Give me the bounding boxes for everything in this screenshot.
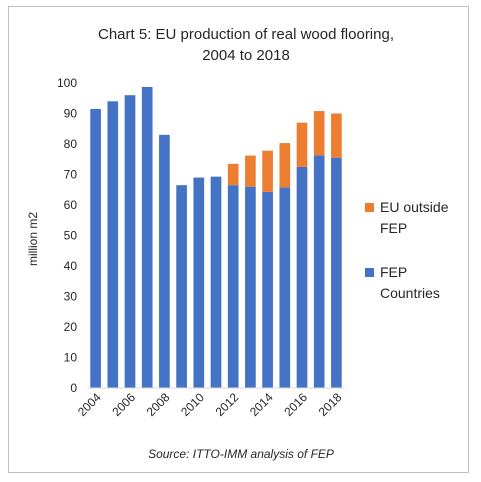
bar-fep-2009 <box>176 185 187 388</box>
y-tick-label: 60 <box>64 198 78 212</box>
x-tick-label: 2016 <box>281 390 310 419</box>
y-tick-label: 50 <box>64 229 78 243</box>
x-tick-label: 2012 <box>213 390 242 419</box>
source-note: Source: ITTO-IMM analysis of FEP <box>148 447 334 461</box>
chart-title-line-1: Chart 5: EU production of real wood floo… <box>98 26 394 43</box>
bar-fep-2018 <box>331 157 342 388</box>
bar-fep-2012 <box>227 185 239 388</box>
y-axis-label: million m2 <box>26 212 40 266</box>
bars <box>90 86 342 389</box>
x-tick-label: 2014 <box>247 390 276 419</box>
bar-fep-2006 <box>124 95 136 388</box>
bar-eu-outside-2017 <box>313 111 325 156</box>
y-tick-label: 80 <box>64 137 78 151</box>
bar-fep-2016 <box>296 166 308 388</box>
bar-fep-2007 <box>141 86 153 388</box>
bar-fep-2010 <box>193 177 205 388</box>
y-tick-label: 30 <box>64 290 78 304</box>
bar-fep-2011 <box>210 176 222 388</box>
legend-label: FEP <box>380 264 407 280</box>
y-tick-label: 0 <box>70 381 77 395</box>
bar-fep-2015 <box>279 187 291 388</box>
y-tick-label: 70 <box>64 168 78 182</box>
bar-eu-outside-2015 <box>279 143 291 188</box>
x-axis-ticks: 2004 2006 2008 2010 2012 2014 2016 2018 <box>75 390 345 419</box>
bar-fep-2017 <box>313 155 325 388</box>
bar-eu-outside-2018 <box>331 113 342 158</box>
legend-swatch <box>365 203 374 212</box>
x-tick-label: 2004 <box>75 390 104 419</box>
legend: EU outside FEP FEP Countries <box>365 199 449 301</box>
bar-fep-2008 <box>159 134 170 388</box>
bar-eu-outside-2013 <box>245 155 256 187</box>
chart-frame: Chart 5: EU production of real wood floo… <box>8 6 469 473</box>
bar-eu-outside-2014 <box>262 150 273 192</box>
x-tick-label: 2006 <box>109 390 138 419</box>
bar-eu-outside-2012 <box>227 163 239 186</box>
legend-label: Countries <box>380 285 440 301</box>
legend-label: FEP <box>380 220 407 236</box>
bar-fep-2005 <box>107 101 119 389</box>
bar-fep-2004 <box>90 108 101 389</box>
y-axis-ticks: 0 10 20 30 40 50 60 70 80 90 100 <box>57 76 77 395</box>
x-tick-label: 2018 <box>316 390 345 419</box>
y-tick-label: 20 <box>64 320 78 334</box>
y-tick-label: 10 <box>64 351 78 365</box>
y-tick-label: 40 <box>64 259 78 273</box>
x-tick-label: 2010 <box>178 390 207 419</box>
bar-chart: Chart 5: EU production of real wood floo… <box>26 26 449 461</box>
y-tick-label: 90 <box>64 107 78 121</box>
x-tick-label: 2008 <box>144 390 173 419</box>
legend-swatch <box>365 268 374 277</box>
chart-title-line-2: 2004 to 2018 <box>202 47 290 64</box>
legend-label: EU outside <box>380 199 449 215</box>
bar-fep-2013 <box>245 186 256 388</box>
y-tick-label: 100 <box>57 76 77 90</box>
bar-eu-outside-2016 <box>296 122 308 167</box>
bar-fep-2014 <box>262 191 273 388</box>
